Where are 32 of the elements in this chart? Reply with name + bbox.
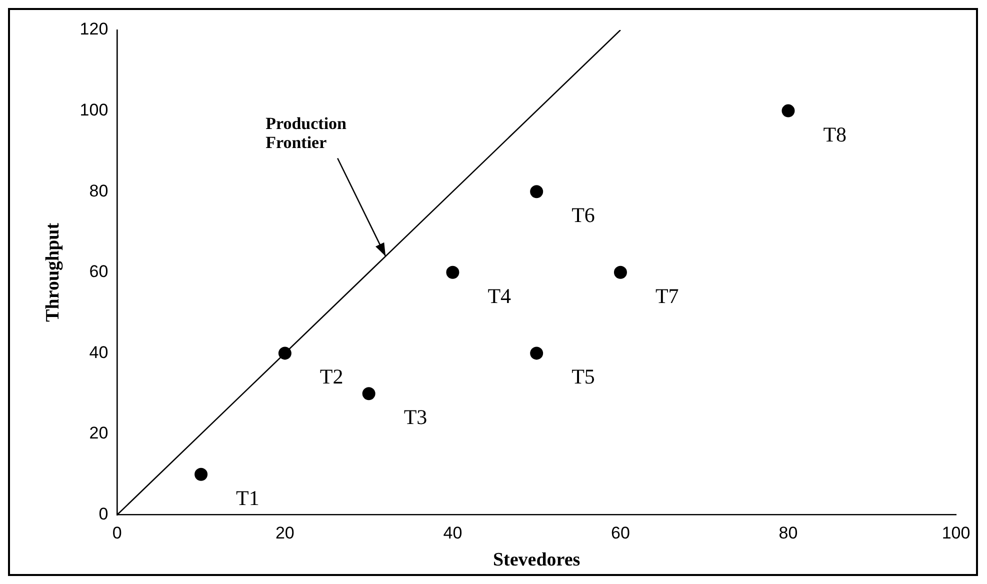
y-tick-label: 0: [98, 504, 108, 524]
annotation: T4: [488, 284, 512, 308]
annotation: T3: [404, 405, 428, 430]
y-tick-label: 100: [80, 100, 108, 120]
point: [362, 387, 376, 400]
y-tick-label: 60: [89, 262, 108, 282]
y-tick-label: 120: [80, 20, 108, 39]
x-tick-label: 100: [942, 524, 970, 543]
x-tick-label: 40: [443, 524, 462, 543]
annotation: T5: [572, 364, 595, 389]
point: [278, 346, 292, 360]
annotation: T6: [572, 203, 595, 228]
y-tick-label: 80: [89, 181, 108, 200]
annotation: T1: [236, 486, 260, 510]
annotation: T7: [655, 284, 679, 308]
point: [782, 104, 795, 118]
point: [614, 266, 627, 279]
point: [446, 266, 460, 279]
x-tick-label: 80: [778, 524, 798, 543]
annotation: T8: [823, 122, 847, 146]
point: [530, 346, 544, 360]
point: [194, 468, 208, 481]
x-axis-title: Stevedores: [492, 550, 580, 571]
x-tick-label: 20: [275, 524, 294, 543]
y-tick-label: 20: [89, 424, 108, 443]
point: [530, 185, 544, 198]
x-tick-label: 0: [112, 524, 122, 543]
y-tick-label: 40: [89, 342, 108, 362]
annotation: Production Frontier: [266, 114, 348, 152]
x-tick-label: 60: [611, 524, 630, 543]
annotation: T2: [320, 364, 344, 389]
y-axis-title: Throughput: [42, 222, 64, 322]
